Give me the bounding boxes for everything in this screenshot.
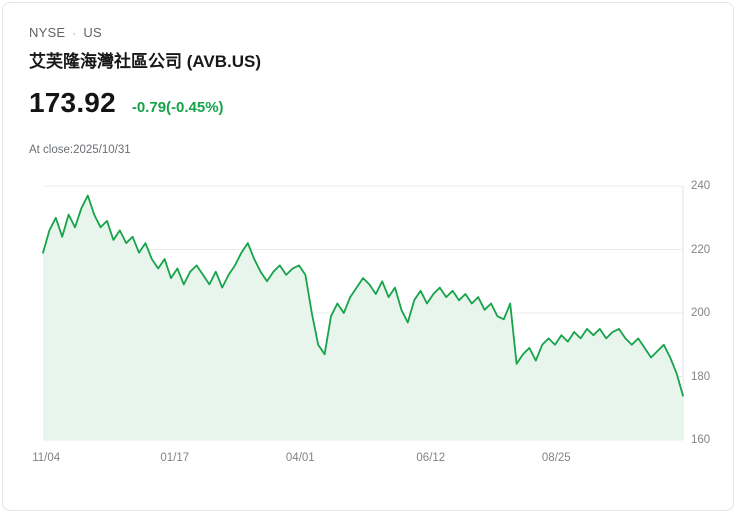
exchange-separator: ·: [72, 25, 77, 40]
stock-name: 艾芙隆海灣社區公司 (AVB.US): [29, 52, 262, 71]
price-chart-canvas[interactable]: [42, 185, 684, 441]
last-price: 173.92: [29, 87, 116, 118]
exchange-row: NYSE · US: [29, 25, 102, 40]
price-change: -0.79(-0.45%): [131, 99, 224, 116]
x-tick-label: 11/04: [32, 452, 61, 464]
y-tick-label: 240: [691, 180, 711, 192]
x-axis-labels: 11/04 01/17 04/01 06/12 08/25: [32, 452, 683, 468]
y-tick-label: 180: [691, 370, 711, 383]
region-label: US: [83, 25, 102, 40]
price-line: [42, 194, 684, 397]
y-tick-label: 220: [691, 243, 711, 256]
x-tick-label: 01/17: [160, 452, 190, 464]
price-row: 173.92 -0.79(-0.45%): [29, 87, 224, 119]
y-tick-label: 200: [691, 307, 711, 319]
as-of-label: At close:2025/10/31: [29, 144, 131, 156]
price-chart[interactable]: 240 220 200 180 160: [42, 180, 710, 446]
x-tick-label: 04/01: [285, 452, 315, 464]
exchange-label: NYSE: [29, 25, 66, 40]
x-tick-label: 06/12: [416, 452, 446, 464]
x-tick-label: 08/25: [541, 452, 571, 464]
y-tick-label: 160: [691, 434, 711, 446]
area-fill: [43, 195, 683, 440]
